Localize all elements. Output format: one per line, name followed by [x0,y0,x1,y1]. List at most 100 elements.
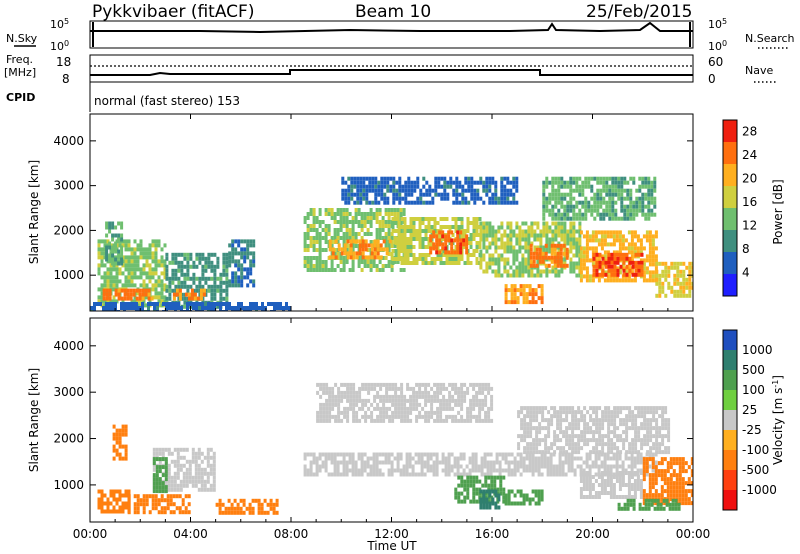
velocity-cell [339,452,343,457]
power-cell [653,204,657,209]
velocity-cell [450,464,454,469]
power-cell [106,279,110,284]
velocity-cell [595,450,599,455]
velocity-cell [601,434,605,439]
velocity-cell [448,414,452,419]
power-cell [594,246,598,251]
velocity-cell [469,414,473,419]
power-cell [515,269,519,274]
power-cell [216,302,219,306]
power-cell [584,208,588,213]
power-cell [193,292,197,297]
velocity-cell [336,460,340,465]
velocity-cell [251,506,255,511]
velocity-cell [173,463,177,468]
velocity-cell [583,418,587,423]
velocity-cell [652,446,656,451]
power-cell [437,180,441,185]
power-cell [154,247,158,252]
nsky-trace [90,21,693,34]
velocity-cell [634,442,638,447]
velocity-cell [661,442,665,447]
velocity-cell [562,406,566,411]
power-cell [632,212,636,217]
power-cell [441,242,445,247]
power-cell [435,250,439,255]
velocity-cell [603,456,607,461]
velocity-cell [366,472,370,477]
velocity-cell [445,386,449,391]
power-region [172,288,206,301]
velocity-cell [463,495,467,500]
velocity-cell [634,422,638,427]
power-cell [213,306,216,310]
power-cell [118,243,122,248]
velocity-cell [504,468,508,473]
power-cell [243,239,247,244]
power-cell [600,254,604,259]
power-cell [249,243,253,248]
power-cell [404,184,408,189]
power-cell [554,233,558,238]
power-cell [554,221,558,226]
velocity-cell [334,402,338,407]
power-cell [428,184,432,189]
velocity-cell [303,456,307,461]
power-cell [504,296,508,301]
velocity-cell [457,394,461,399]
velocity-cell [191,455,195,460]
velocity-cell [115,497,119,502]
power-cell [525,292,529,297]
velocity-cell [367,390,371,395]
power-cell [424,233,428,237]
power-cell [347,200,351,205]
velocity-cell [463,418,467,423]
power-colorbar-tick: 4 [742,266,750,280]
power-cell [365,176,369,181]
velocity-cell [424,390,428,395]
power-cell [389,176,393,181]
power-cell [138,292,142,297]
power-cell [231,279,235,284]
power-cell [608,196,612,201]
power-cell [375,212,379,216]
velocity-cell [532,442,536,447]
power-cell [614,208,618,213]
power-cell [344,180,348,185]
power-cell [437,192,441,197]
velocity-cell [466,390,470,395]
velocity-cell [328,414,332,419]
power-cell [466,257,470,261]
power-cell [444,242,448,247]
velocity-cell [426,456,430,461]
power-cell [427,261,431,265]
power-cell [591,278,595,283]
velocity-cell [372,468,376,473]
velocity-cell [337,394,341,399]
power-cell [541,255,545,260]
power-cell [309,208,313,212]
power-cell [688,273,692,278]
power-cell [585,230,589,235]
velocity-cell [121,456,125,461]
power-cell [350,196,354,201]
power-cell [433,221,437,225]
velocity-cell [158,485,162,490]
velocity-cell [400,386,404,391]
power-cell [139,283,143,288]
power-cell [575,229,579,234]
power-cell [682,281,686,286]
velocity-cell [481,406,485,411]
velocity-cell [355,398,359,403]
velocity-cell [325,382,329,387]
power-cell [545,249,549,254]
power-cell [371,200,375,205]
power-cell [427,217,431,221]
power-cell [591,234,595,239]
velocity-cell [612,456,616,461]
velocity-cell [519,464,523,469]
power-cell [550,243,554,248]
power-cell [388,239,392,244]
power-cell [430,261,434,265]
velocity-cell [391,394,395,399]
